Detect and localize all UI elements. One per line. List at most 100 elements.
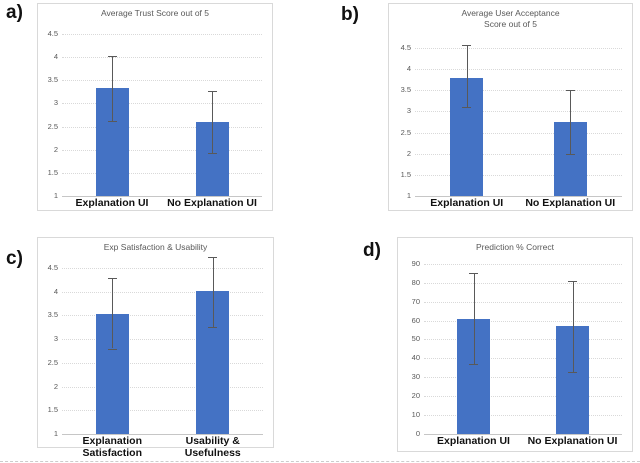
y-gridline bbox=[62, 34, 262, 36]
plot-area: 1 1.5 2 2.5 3 3.5 4 4.5 Explanation Satisfaction U… bbox=[48, 256, 264, 458]
x-axis-line bbox=[424, 434, 622, 435]
y-tick-label: 3.5 bbox=[47, 75, 58, 85]
y-gridline bbox=[415, 132, 622, 134]
y-gridline bbox=[424, 358, 622, 360]
category-cell: No Explanation UI bbox=[162, 29, 262, 209]
error-bar-cap-bottom bbox=[568, 371, 577, 373]
y-tick-label: 1 bbox=[406, 191, 411, 200]
plot-area: 1 1.5 2 2.5 3 3.5 4 4.5 Explanation UI No Explana… bbox=[48, 29, 262, 209]
y-tick-label: 2.5 bbox=[400, 127, 411, 137]
chart-title: Average Trust Score out of 5 bbox=[38, 8, 272, 19]
y-gridline bbox=[424, 301, 622, 303]
y-gridline bbox=[62, 315, 263, 317]
error-bar-line bbox=[112, 55, 113, 121]
category-cell: Explanation UI bbox=[62, 29, 162, 209]
y-tick-label: 0 bbox=[415, 429, 420, 438]
panel-label-d: d) bbox=[363, 240, 381, 261]
error-bar-cap-top bbox=[207, 90, 217, 92]
chart-panel-satisfaction-usability: Exp Satisfaction & Usability 1 1.5 2 2.5 3 3.5… bbox=[37, 237, 274, 458]
x-axis-line bbox=[415, 196, 622, 197]
y-tick-label: 4.5 bbox=[47, 262, 58, 272]
y-gridline bbox=[62, 339, 263, 340]
y-gridline bbox=[62, 362, 263, 364]
y-gridline bbox=[415, 153, 622, 155]
y-tick-label: 3.5 bbox=[47, 310, 58, 320]
y-tick-label: 4 bbox=[53, 52, 58, 62]
x-category-label-line: Usefulness bbox=[184, 446, 241, 459]
category-cell: Explanation Satisfaction bbox=[62, 263, 163, 458]
category-cell: No Explanation UI bbox=[519, 42, 623, 209]
y-tick-label: 2 bbox=[53, 144, 58, 154]
plot-area: 0 10 20 30 40 50 60 70 80 90 Explanation UI No Expl… bbox=[412, 259, 622, 447]
y-tick-label: 1.5 bbox=[47, 167, 58, 177]
y-gridline bbox=[62, 149, 262, 151]
y-tick-label: 90 bbox=[411, 258, 420, 268]
error-bar-cap-bottom bbox=[469, 364, 478, 366]
y-tick-label: 1 bbox=[53, 191, 58, 200]
y-gridline bbox=[62, 126, 262, 128]
y-tick-label: 50 bbox=[411, 334, 420, 344]
chart-title-line: Average User Acceptance bbox=[461, 8, 560, 18]
chart-title-line: Exp Satisfaction & Usability bbox=[103, 242, 208, 252]
y-gridline bbox=[424, 377, 622, 379]
y-tick-label: 2 bbox=[406, 148, 411, 158]
error-bar-cap-top bbox=[107, 278, 117, 280]
y-gridline bbox=[62, 386, 263, 388]
category-cell: No Explanation UI bbox=[523, 260, 622, 447]
x-category-label-line: Explanation bbox=[82, 435, 142, 447]
x-category-label-line: Explanation UI bbox=[430, 197, 504, 209]
x-category-label-line: Explanation UI bbox=[75, 197, 149, 209]
x-category-label-line: Usability & bbox=[185, 435, 240, 447]
y-gridline bbox=[424, 396, 622, 398]
panel-label-a: a) bbox=[6, 2, 23, 23]
x-category-label: Explanation UI bbox=[62, 197, 162, 210]
error-bar-line bbox=[572, 280, 574, 372]
chart-title: Exp Satisfaction & Usability bbox=[38, 242, 273, 253]
y-tick-label: 2.5 bbox=[47, 121, 58, 131]
y-tick-label: 1.5 bbox=[47, 405, 58, 415]
y-gridline bbox=[62, 267, 263, 269]
y-gridline bbox=[62, 291, 263, 293]
y-tick-label: 4.5 bbox=[400, 42, 411, 52]
plot-area: 1 1.5 2 2.5 3 3.5 4 4.5 Explanation UI No Explana… bbox=[401, 42, 623, 209]
x-category-label: Explanation UI bbox=[415, 197, 519, 210]
y-tick-label: 80 bbox=[411, 277, 420, 287]
chart-panel-user-acceptance: Average User Acceptance Score out of 5 1 1.… bbox=[388, 3, 633, 211]
error-bar-line bbox=[570, 90, 572, 154]
error-bar-line bbox=[466, 44, 468, 108]
x-category-label: No Explanation UI bbox=[523, 435, 622, 448]
y-gridline bbox=[424, 320, 622, 322]
y-gridline bbox=[62, 80, 262, 82]
y-tick-label: 1 bbox=[53, 429, 58, 438]
y-tick-label: 60 bbox=[411, 315, 420, 325]
chart-title-line: Score out of 5 bbox=[484, 19, 537, 29]
y-gridline bbox=[62, 410, 263, 412]
y-tick-label: 4 bbox=[406, 64, 411, 74]
y-tick-label: 3 bbox=[406, 106, 411, 116]
y-gridline bbox=[415, 47, 622, 49]
x-category-label: No Explanation UI bbox=[162, 197, 262, 210]
chart-title-line: Prediction % Correct bbox=[476, 242, 554, 252]
category-cell: Usability & Usefulness bbox=[163, 256, 264, 458]
error-bar-cap-top bbox=[565, 90, 575, 92]
chart-panel-prediction-correct: Prediction % Correct 0 10 20 30 40 50 60 70 80 90 E… bbox=[397, 237, 633, 452]
x-axis-line bbox=[62, 434, 263, 435]
y-tick-label: 70 bbox=[411, 296, 420, 306]
x-category-label-line: Satisfaction bbox=[82, 446, 142, 459]
error-bar-cap-top bbox=[568, 280, 577, 282]
error-bar-cap-top bbox=[469, 273, 478, 275]
x-axis-line bbox=[62, 196, 262, 197]
x-category-label-line: No Explanation UI bbox=[167, 197, 257, 209]
y-gridline bbox=[424, 415, 622, 417]
chart-title-line: Average Trust Score out of 5 bbox=[100, 8, 210, 18]
y-tick-label: 3 bbox=[53, 98, 58, 108]
error-bar-cap-bottom bbox=[462, 107, 472, 109]
x-category-label-line: No Explanation UI bbox=[527, 435, 618, 447]
x-category-label-line: Explanation UI bbox=[437, 435, 510, 447]
panel-label-b: b) bbox=[341, 4, 359, 25]
y-gridline bbox=[424, 282, 622, 284]
y-tick-label: 4 bbox=[53, 286, 58, 296]
y-tick-label: 10 bbox=[411, 410, 420, 420]
error-bar-line bbox=[212, 256, 214, 327]
